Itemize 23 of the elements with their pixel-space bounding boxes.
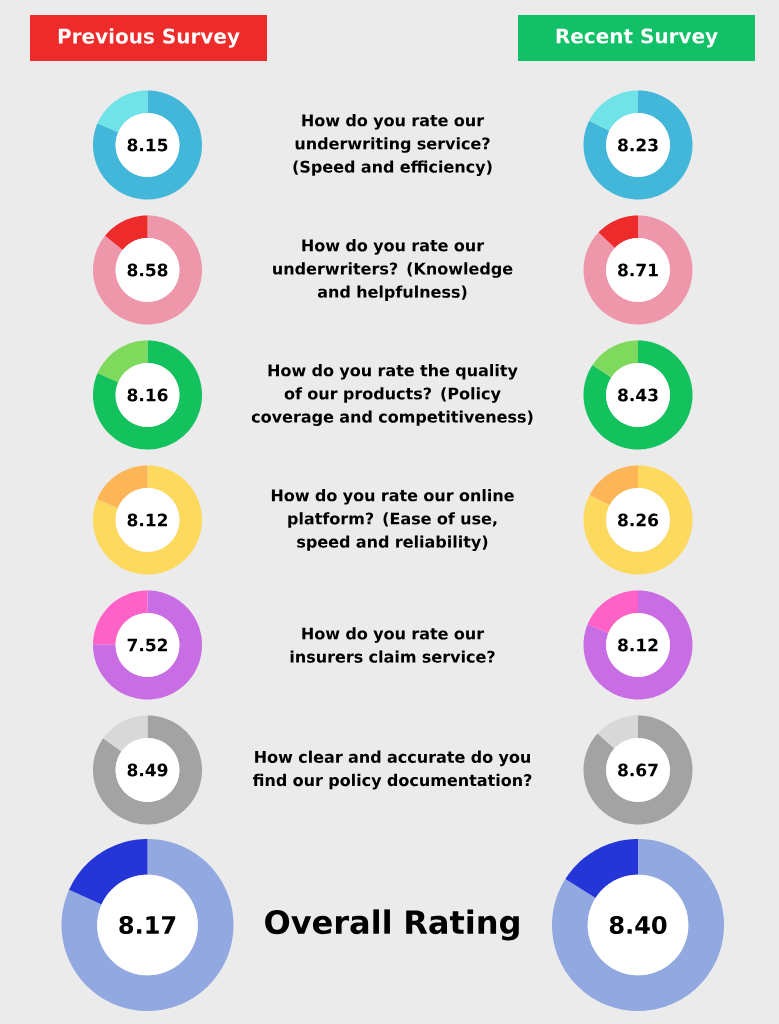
text: 8.23 <box>618 138 658 152</box>
text: How do you rate our online platform? (Ease of use, speed and reliability) <box>271 488 514 551</box>
text: 8.12 <box>127 513 167 527</box>
text: Previous Survey <box>58 28 240 48</box>
text: How do you rate the quality of our products? (Policy coverage and competitiveness) <box>251 363 533 426</box>
text: 8.16 <box>127 388 168 402</box>
text: 8.49 <box>127 763 168 777</box>
text: 8.17 <box>119 915 176 935</box>
text: 8.26 <box>618 513 659 527</box>
text: How clear and accurate do you find our policy documentation? <box>252 750 532 790</box>
text: 8.12 <box>618 638 658 652</box>
text: How do you rate our insurers claim service? <box>290 627 495 663</box>
text: How do you rate our underwriting service? (Speed and efficiency) <box>293 113 492 176</box>
text: 7.52 <box>127 638 167 652</box>
text: 8.15 <box>127 138 168 152</box>
text: Recent Survey <box>556 28 718 48</box>
text: Overall Rating <box>265 909 519 941</box>
text: 8.67 <box>618 763 658 777</box>
text: 8.43 <box>618 388 658 402</box>
text: How do you rate our underwriters? (Knowledge and helpfulness) <box>273 239 513 301</box>
text: 8.40 <box>609 915 667 935</box>
text: 8.58 <box>127 263 168 277</box>
text: 8.71 <box>618 263 658 277</box>
